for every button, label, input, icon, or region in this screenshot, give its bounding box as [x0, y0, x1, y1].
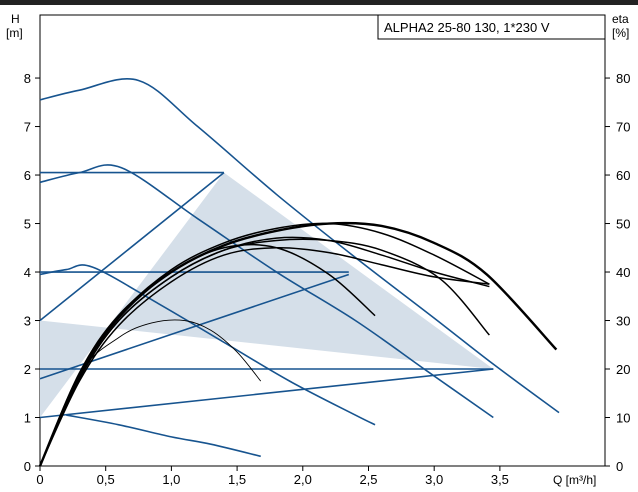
pump-curve-3	[66, 414, 261, 458]
pump-curve-8	[39, 171, 225, 322]
x-tick-label: 2,5	[359, 472, 377, 487]
x-axis-label: Q [m³/h]	[553, 473, 596, 487]
y-left-tick-label: 4	[24, 265, 31, 280]
y-right-tick-label: 30	[616, 314, 630, 329]
x-tick-label: 1,5	[228, 472, 246, 487]
x-tick-label: 0	[36, 472, 43, 487]
efficiency-curves-layer	[38, 221, 558, 467]
top-border-strip	[0, 0, 638, 5]
efficiency-curve-15	[39, 247, 490, 467]
y-left-tick-label: 2	[24, 362, 31, 377]
y-left-axis-unit: [m]	[6, 26, 23, 40]
model-label: ALPHA2 25-80 130, 1*230 V	[384, 20, 550, 35]
y-right-tick-label: 50	[616, 217, 630, 232]
x-tick-label: 3,0	[425, 472, 443, 487]
y-right-axis-label: eta	[612, 12, 629, 26]
x-tick-label: 2,0	[294, 472, 312, 487]
model-label-box: ALPHA2 25-80 130, 1*230 V	[377, 14, 606, 40]
y-right-tick-label: 20	[616, 362, 630, 377]
y-left-tick-label: 1	[24, 411, 31, 426]
y-left-tick-label: 5	[24, 217, 31, 232]
y-right-tick-label: 70	[616, 120, 630, 135]
y-right-tick-label: 60	[616, 168, 630, 183]
y-left-tick-label: 8	[24, 71, 31, 86]
pump-curve-9	[39, 368, 494, 419]
y-right-tick-label: 80	[616, 71, 630, 86]
x-tick-label: 1,0	[162, 472, 180, 487]
y-left-axis-label: H	[11, 12, 20, 26]
y-left-tick-label: 0	[24, 459, 31, 474]
pump-curve-2	[39, 264, 376, 426]
efficiency-curve-13	[39, 222, 490, 467]
tick-marks-layer	[35, 77, 610, 471]
y-left-tick-label: 6	[24, 168, 31, 183]
x-tick-label: 3,5	[491, 472, 509, 487]
x-tick-label: 0,5	[97, 472, 115, 487]
y-left-tick-label: 3	[24, 314, 31, 329]
operating-area	[40, 172, 494, 418]
model-label-frame	[377, 14, 606, 40]
y-right-axis-unit: [%]	[612, 26, 629, 40]
efficiency-curve-16	[39, 319, 262, 467]
pump-curves-layer	[39, 78, 560, 458]
y-right-tick-label: 10	[616, 411, 630, 426]
pump-curve-1	[39, 164, 494, 419]
tick-labels-layer: 0 0,5 1,0 1,5 2,0 2,5 3,0 3,5012345678010203040…	[24, 71, 631, 487]
y-right-tick-label: 0	[616, 459, 623, 474]
efficiency-curve-12	[39, 243, 376, 467]
y-right-tick-label: 40	[616, 265, 630, 280]
y-left-tick-label: 7	[24, 120, 31, 135]
operating-area-layer	[40, 172, 494, 418]
pump-curve-0	[39, 78, 560, 414]
